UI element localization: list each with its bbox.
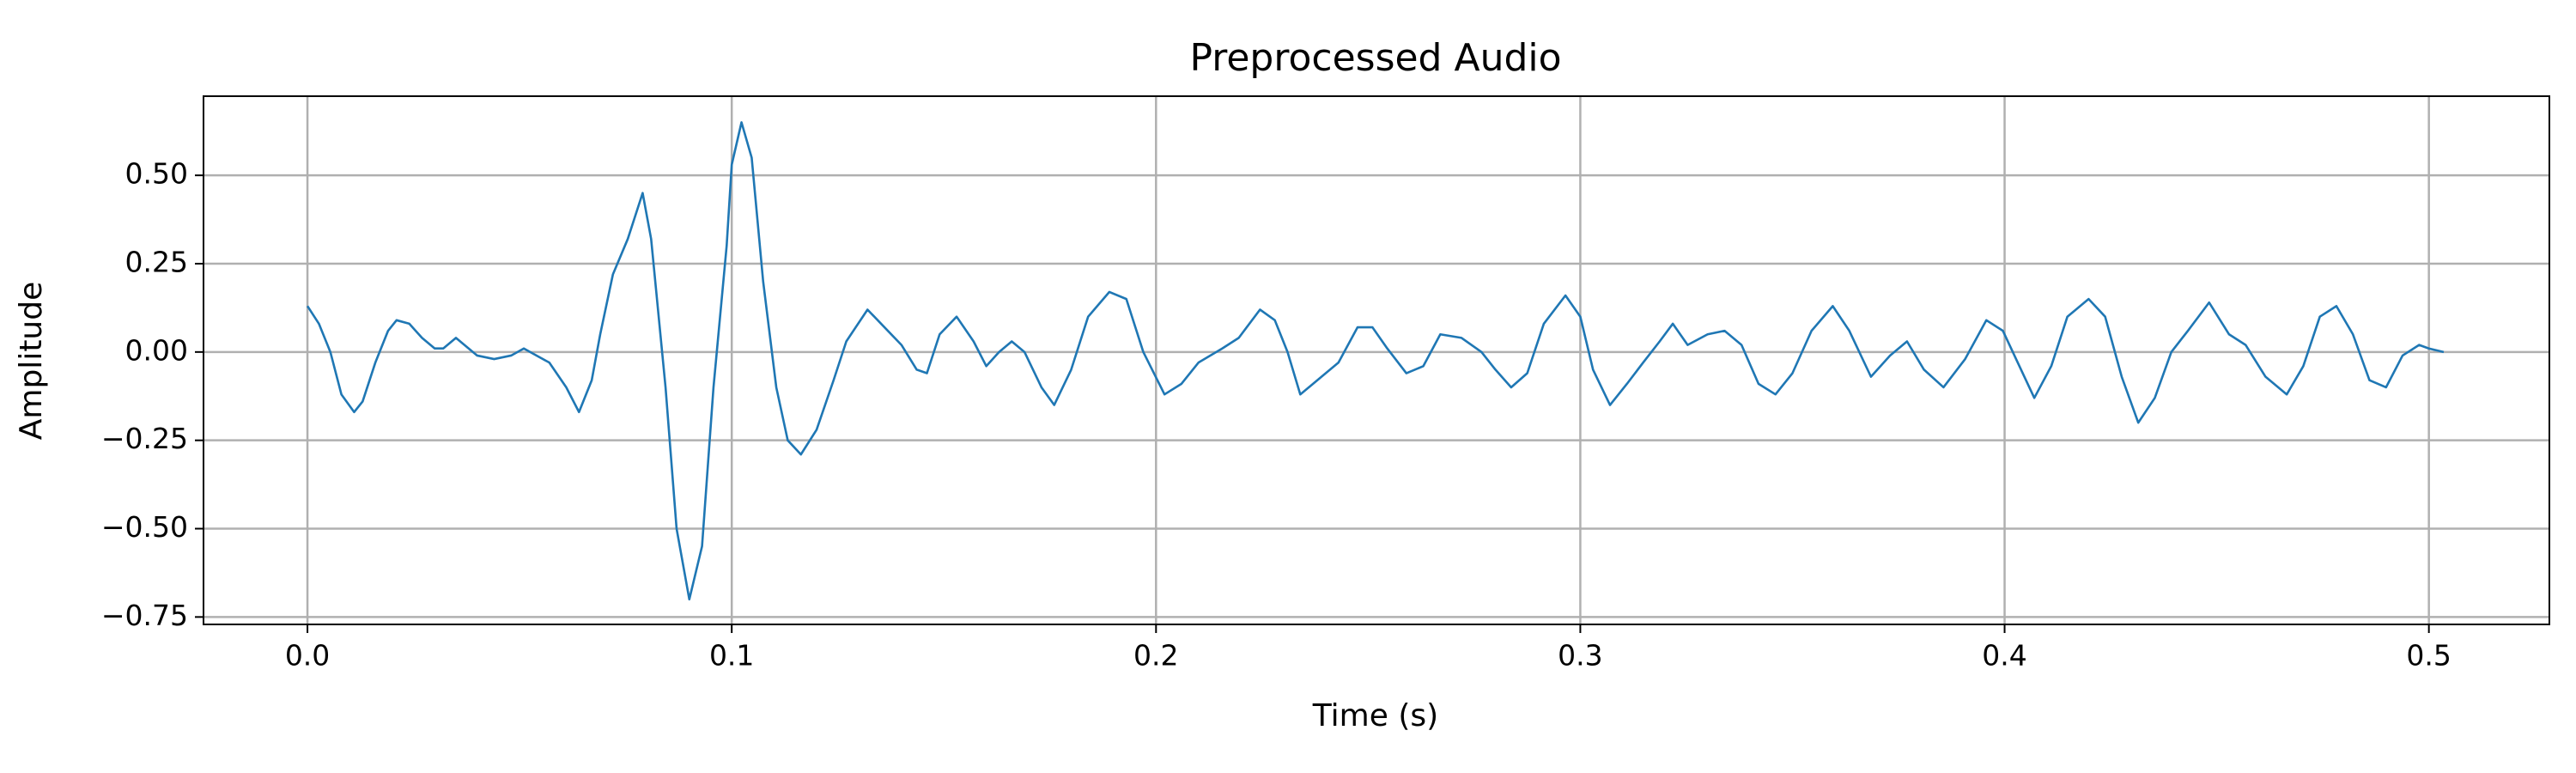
y-tick-label: −0.75	[101, 599, 188, 632]
x-axis-label: Time (s)	[1312, 698, 1438, 733]
x-tick-label: 0.3	[1558, 639, 1602, 673]
x-tick-label: 0.2	[1133, 639, 1178, 673]
chart-title: Preprocessed Audio	[1189, 36, 1561, 80]
y-tick-label: 0.50	[125, 157, 188, 191]
y-tick-label: −0.50	[101, 510, 188, 544]
y-tick-label: −0.25	[101, 422, 188, 455]
y-tick-label: 0.00	[125, 333, 188, 367]
waveform-line	[306, 121, 2445, 601]
y-tick-label: 0.25	[125, 245, 188, 278]
x-tick-label: 0.5	[2406, 639, 2451, 673]
x-tick-label: 0.4	[1982, 639, 2026, 673]
plot-frame	[203, 95, 2550, 625]
x-tick-label: 0.1	[709, 639, 754, 673]
y-axis-label: Amplitude	[14, 282, 49, 440]
x-tick-label: 0.0	[285, 639, 330, 673]
